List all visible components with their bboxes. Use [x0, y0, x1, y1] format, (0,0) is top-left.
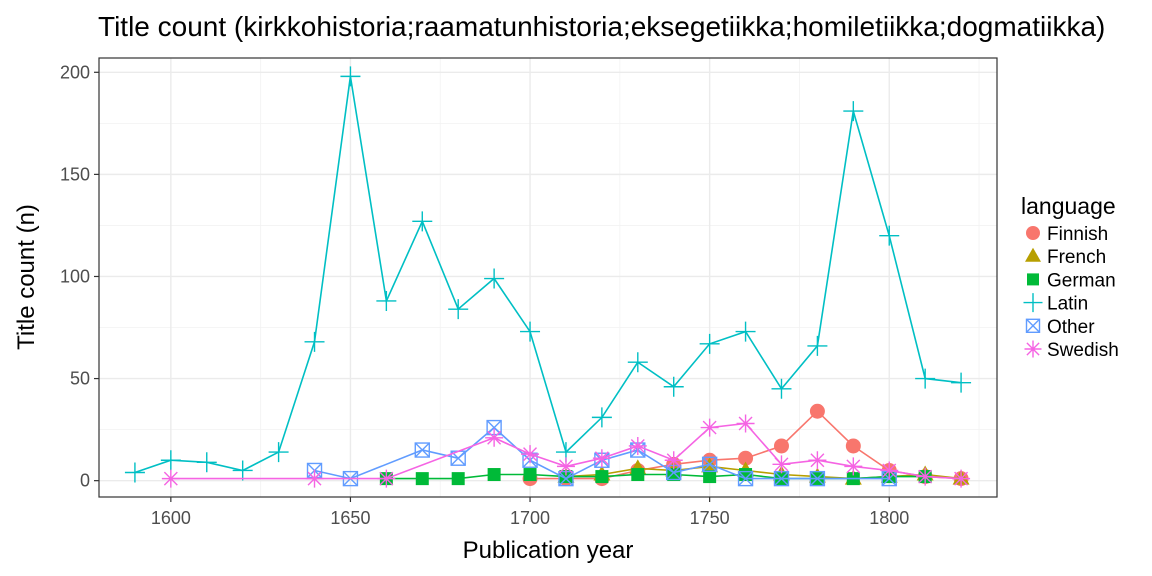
- data-point-latin: [304, 331, 325, 352]
- data-point-latin: [124, 462, 145, 483]
- data-point-swedish: [952, 469, 971, 488]
- data-point-german: [703, 470, 717, 484]
- data-point-other: [701, 456, 718, 473]
- data-point-german: [451, 472, 465, 486]
- data-point-swedish: [700, 418, 719, 437]
- data-point-other: [414, 442, 430, 458]
- data-point-latin: [484, 268, 505, 289]
- data-point-swedish: [808, 451, 827, 470]
- data-point-german: [523, 468, 537, 482]
- data-point-latin: [196, 452, 217, 473]
- data-point-swedish: [916, 467, 935, 486]
- series-latin: [124, 66, 972, 483]
- legend-item-latin: Latin: [1023, 293, 1088, 315]
- data-point-latin: [663, 376, 684, 397]
- data-point-latin: [735, 321, 756, 342]
- x-axis-title: Publication year: [463, 537, 634, 564]
- data-point-latin: [699, 333, 720, 354]
- legend-label-german: German: [1047, 270, 1116, 291]
- data-point-latin: [268, 442, 289, 463]
- data-point-swedish: [485, 428, 504, 447]
- legend-item-french: French: [1025, 247, 1106, 268]
- data-point-swedish: [772, 455, 791, 474]
- data-point-other: [737, 470, 754, 487]
- data-point-latin: [843, 101, 864, 122]
- legend-label-french: French: [1047, 247, 1106, 268]
- data-point-german: [487, 468, 501, 482]
- legend-label-other: Other: [1047, 317, 1095, 338]
- data-point-latin: [340, 66, 361, 87]
- data-point-swedish: [592, 449, 611, 468]
- data-point-swedish: [521, 445, 540, 464]
- x-tick-label: 1750: [690, 508, 730, 528]
- data-point-latin: [771, 378, 792, 399]
- legend-item-german: German: [1027, 270, 1116, 291]
- data-point-german: [595, 470, 609, 484]
- data-point-latin: [412, 211, 433, 232]
- legend-label-finnish: Finnish: [1047, 224, 1108, 245]
- legend-item-swedish: Swedish: [1024, 340, 1119, 361]
- x-tick-label: 1700: [510, 508, 550, 528]
- legend-title: language: [1021, 193, 1116, 219]
- legend-key-latin: [1023, 293, 1043, 313]
- data-point-latin: [520, 321, 541, 342]
- x-tick-label: 1600: [151, 508, 191, 528]
- data-point-swedish: [844, 457, 863, 476]
- data-point-finnish: [738, 450, 754, 466]
- series-line-latin: [134, 76, 962, 474]
- data-point-german: [559, 470, 573, 484]
- data-point-swedish: [628, 436, 647, 455]
- legend-key-french: [1025, 247, 1041, 262]
- legend-label-latin: Latin: [1047, 294, 1088, 315]
- legend-key-german: [1027, 273, 1039, 286]
- axes: 1600 1650 1700 1750 1800 0 50 100 150 200: [60, 62, 909, 528]
- data-point-swedish: [556, 457, 575, 476]
- data-point-finnish: [809, 403, 825, 419]
- data-point-swedish: [736, 414, 755, 433]
- data-point-latin: [376, 290, 397, 311]
- data-point-latin: [232, 460, 253, 481]
- y-tick-label: 100: [60, 266, 90, 286]
- data-point-swedish: [664, 451, 683, 470]
- data-point-swedish: [305, 469, 324, 488]
- data-point-swedish: [161, 469, 180, 488]
- series-swedish: [161, 414, 971, 488]
- data-point-german: [415, 472, 429, 486]
- plot-panel-border: [98, 57, 998, 498]
- data-point-other: [809, 470, 826, 487]
- chart-title: Title count (kirkkohistoria;raamatunhist…: [98, 11, 1105, 42]
- x-tick-label: 1650: [330, 508, 370, 528]
- legend-key-swedish: [1024, 340, 1042, 358]
- grid-lines: [99, 58, 997, 497]
- y-tick-label: 200: [60, 62, 90, 82]
- y-axis-title: Title count (n): [13, 204, 40, 350]
- data-point-latin: [879, 225, 900, 246]
- data-point-latin: [448, 299, 469, 320]
- data-point-finnish: [845, 438, 861, 454]
- data-point-latin: [160, 450, 181, 471]
- y-tick-label: 0: [80, 471, 90, 491]
- data-point-latin: [951, 372, 972, 393]
- data-point-latin: [591, 407, 612, 428]
- x-tick-label: 1800: [869, 508, 909, 528]
- y-tick-label: 150: [60, 164, 90, 184]
- legend-key-other: [1025, 318, 1041, 333]
- y-tick-label: 50: [70, 369, 90, 389]
- data-point-german: [631, 468, 645, 482]
- legend-item-other: Other: [1025, 317, 1095, 338]
- data-point-latin: [807, 335, 828, 356]
- legend-item-finnish: Finnish: [1026, 224, 1108, 245]
- legend-key-finnish: [1026, 226, 1040, 240]
- data-point-swedish: [880, 461, 899, 480]
- data-point-swedish: [377, 469, 396, 488]
- data-point-finnish: [773, 438, 789, 454]
- legend-label-swedish: Swedish: [1047, 340, 1119, 361]
- plot-background: [99, 58, 997, 497]
- data-point-latin: [627, 352, 648, 373]
- series-layer: [124, 66, 972, 488]
- data-point-latin: [915, 368, 936, 389]
